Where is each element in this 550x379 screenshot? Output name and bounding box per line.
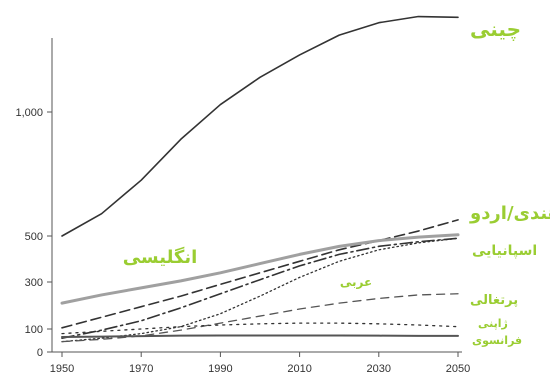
x-tick-label: 1950 xyxy=(50,363,74,375)
series-line-0 xyxy=(61,15,459,237)
x-tick-label: 2030 xyxy=(367,363,391,375)
y-tick-label: 1,000 xyxy=(15,107,43,119)
series-label-1: هندی/اردو xyxy=(469,203,550,224)
series-lines xyxy=(60,15,460,343)
series-line-5 xyxy=(61,293,459,343)
series-label-2: انگلیسی xyxy=(123,246,198,268)
series-label-4: عربی xyxy=(340,275,372,289)
x-tick-label: 2050 xyxy=(446,363,470,375)
series-line-7 xyxy=(61,334,459,339)
series-line-4 xyxy=(61,237,459,343)
y-tick-label: 300 xyxy=(25,277,43,289)
x-tick-label: 2010 xyxy=(287,363,311,375)
axes: 0 100 300 500 1,000 1950 1970 1990 2010 2030 2050 xyxy=(15,38,470,375)
x-tick-label: 1990 xyxy=(208,363,232,375)
series-label-3: اسپانیایی xyxy=(472,243,537,259)
series-label-7: فرانسوی xyxy=(472,334,522,347)
x-tick-label: 1970 xyxy=(129,363,153,375)
y-tick-label: 500 xyxy=(25,231,43,243)
series-line-3 xyxy=(61,237,459,340)
series-label-6: ژاپنی xyxy=(478,317,508,330)
series-label-0: چینی xyxy=(470,17,521,42)
series-line-2 xyxy=(60,233,460,305)
y-tick-label: 0 xyxy=(37,347,43,359)
series-line-1 xyxy=(61,219,459,329)
series-label-5: پرتغالی xyxy=(470,293,518,308)
series-labels: چینی هندی/اردو انگلیسی اسپانیایی عربی پرتغالی… xyxy=(123,17,550,347)
series-line-6 xyxy=(61,322,459,335)
y-tick-label: 100 xyxy=(25,324,43,336)
